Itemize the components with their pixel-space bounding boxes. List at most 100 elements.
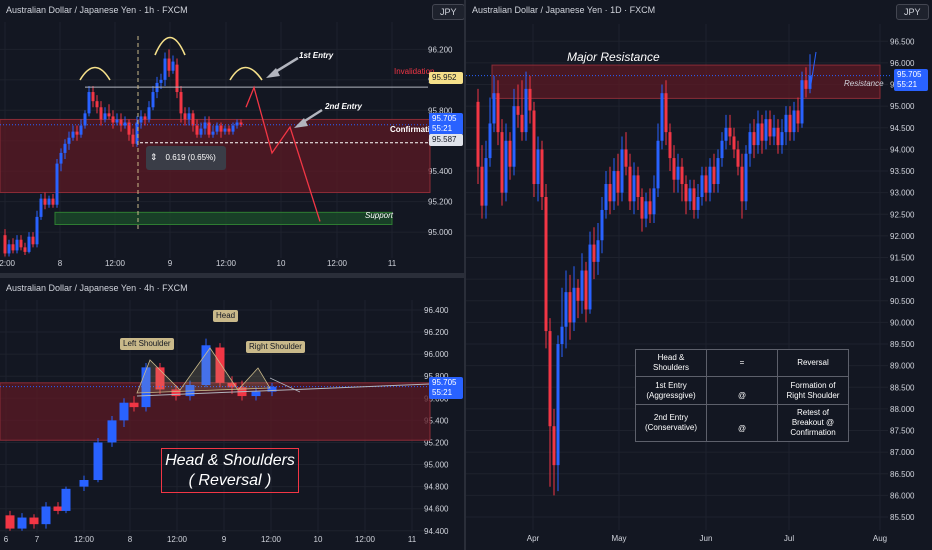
left-shoulder-label: Left Shoulder xyxy=(120,338,174,350)
candle-body xyxy=(660,93,664,141)
candle-body xyxy=(704,175,708,193)
candle-body xyxy=(39,198,43,217)
candle-body xyxy=(492,93,496,124)
candle-body xyxy=(696,196,700,210)
candle-body xyxy=(632,175,636,202)
candle-body xyxy=(752,132,756,146)
candle-body xyxy=(708,166,712,193)
candle-body xyxy=(107,113,111,117)
candle-body xyxy=(55,163,59,205)
candle-body xyxy=(159,79,163,83)
y-tick-label: 96.500 xyxy=(890,37,915,46)
currency-button[interactable]: JPY xyxy=(432,4,464,20)
candle-body xyxy=(201,345,211,386)
chart-4h-canvas[interactable]: 94.40094.60094.80095.00095.20095.40095.6… xyxy=(0,278,464,550)
candle-body xyxy=(147,107,151,120)
candle-body xyxy=(736,149,740,167)
candle-body xyxy=(143,116,147,120)
candle-body xyxy=(552,426,556,466)
candle-body xyxy=(119,119,123,126)
candle-body xyxy=(17,517,27,529)
candle-body xyxy=(712,166,716,185)
x-tick-label: 11 xyxy=(408,535,417,544)
candle-body xyxy=(227,128,231,132)
candle-body xyxy=(103,113,107,120)
candle-body xyxy=(692,188,696,210)
countdown-value: 55:21 xyxy=(897,80,918,89)
x-tick-label: 10 xyxy=(314,535,323,544)
candle-body xyxy=(79,479,89,487)
candle-body xyxy=(141,367,151,408)
candle-body xyxy=(548,331,552,427)
candle-body xyxy=(612,171,616,202)
resistance-zone xyxy=(491,64,881,99)
x-tick-label: 12:00 xyxy=(105,259,126,268)
chart-panel-4h[interactable]: 94.40094.60094.80095.00095.20095.40095.6… xyxy=(0,278,464,550)
y-tick-label: 95.400 xyxy=(428,167,453,176)
candle-body xyxy=(59,152,63,164)
currency-button[interactable]: JPY xyxy=(896,4,929,20)
y-tick-label: 90.500 xyxy=(890,297,915,306)
invalidation-price-tag: 95.952 xyxy=(429,72,463,84)
candle-body xyxy=(608,184,612,202)
candle-body xyxy=(544,196,548,332)
candle-body xyxy=(724,127,728,141)
candle-body xyxy=(27,236,31,252)
candle-body xyxy=(500,132,504,193)
strategy-notes-table: Head & Shoulders = Reversal 1st Entry (A… xyxy=(635,349,849,442)
candle-body xyxy=(87,92,91,114)
x-tick-label: 9 xyxy=(222,535,227,544)
candle-body xyxy=(668,132,672,159)
chart-panel-1d[interactable]: 85.500 86.000 86.500 87.000 87.500 88.000 88.5… xyxy=(466,0,932,550)
chart-1h-canvas[interactable]: 95.00095.20095.40095.60095.80096.00096.2… xyxy=(0,0,464,273)
chart-panel-1h[interactable]: 95.00095.20095.40095.60095.80096.00096.2… xyxy=(0,0,464,273)
candle-body xyxy=(151,92,155,108)
candle-body xyxy=(175,64,179,93)
head-shoulders-outline xyxy=(136,347,271,394)
candle-body xyxy=(61,488,71,511)
candle-body xyxy=(139,116,143,123)
candle-body xyxy=(596,240,600,262)
candle-body xyxy=(524,88,528,133)
candle-body xyxy=(644,201,648,219)
current-price-value: 95.705 xyxy=(432,114,457,123)
candle-body xyxy=(47,198,51,205)
x-tick-label: 8 xyxy=(128,535,133,544)
table-row: Head & Shoulders = Reversal xyxy=(635,349,849,377)
panel-divider-vertical[interactable] xyxy=(464,0,466,550)
candle-body xyxy=(223,128,227,132)
second-entry-label: 2nd Entry xyxy=(325,102,362,111)
chart-1d-canvas[interactable]: 85.500 86.000 86.500 87.000 87.500 88.000 88.5… xyxy=(466,0,932,550)
candle-body xyxy=(652,188,656,215)
hs-box-line2: ( Reversal ) xyxy=(188,472,272,489)
candle-body xyxy=(195,125,199,135)
y-tick-label: 92.500 xyxy=(890,210,915,219)
candle-body xyxy=(219,125,223,132)
head-arc xyxy=(154,36,186,56)
table-cell: Reversal xyxy=(777,349,849,377)
current-price-tag: 95.705 55:21 xyxy=(429,113,463,135)
candle-body xyxy=(111,116,115,123)
candle-body xyxy=(239,122,243,125)
candle-body xyxy=(716,158,720,185)
candle-body xyxy=(676,166,680,180)
candle-body xyxy=(171,389,181,397)
table-row: 2nd Entry (Conservative) @ Retest of Bre… xyxy=(635,404,849,442)
candle-body xyxy=(135,122,139,144)
y-tick-label: 88.500 xyxy=(890,383,915,392)
candle-body xyxy=(788,114,792,133)
candle-body xyxy=(592,244,596,262)
candle-body xyxy=(748,132,752,154)
candle-body xyxy=(744,153,748,202)
candle-body xyxy=(504,140,508,193)
candle-body xyxy=(532,110,536,185)
candle-body xyxy=(648,201,652,215)
neckline xyxy=(136,383,431,397)
head-shoulders-reversal-box: Head & Shoulders ( Reversal ) xyxy=(161,448,299,493)
panel-divider-horizontal[interactable] xyxy=(0,273,464,278)
y-tick-label: 94.600 xyxy=(424,505,449,514)
y-tick-label: 96.000 xyxy=(890,59,915,68)
candle-body xyxy=(183,113,187,120)
y-tick-label: 95.200 xyxy=(428,198,453,207)
invalidation-label: Invalidation xyxy=(394,67,435,76)
